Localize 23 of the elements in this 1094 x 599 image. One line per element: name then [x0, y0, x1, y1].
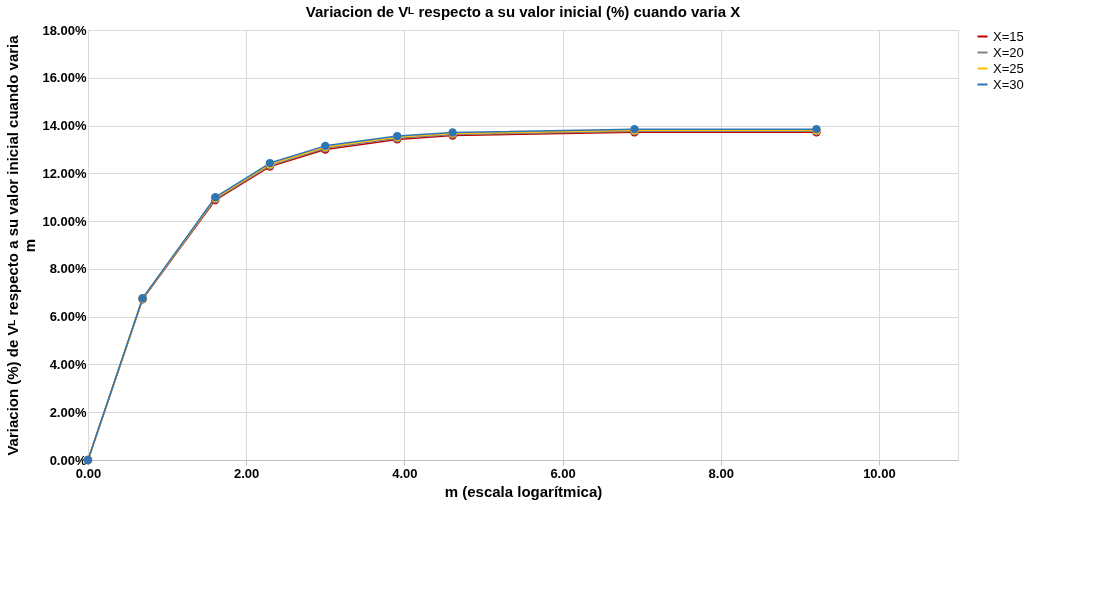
y-tick-label: 16.00%	[42, 70, 87, 86]
y-tick-label: 18.00%	[42, 22, 87, 38]
legend-label: X=30	[993, 76, 1024, 92]
y-tick-label: 0.00%	[49, 452, 87, 468]
y-tick-label: 2.00%	[49, 404, 87, 420]
x-tick-label: 0.00	[75, 465, 102, 481]
y-tick-label: 10.00%	[42, 213, 87, 229]
y-axis-title: Variacion (%) de Vᴸ respecto a su valor inicial cuando varia m	[4, 34, 39, 456]
legend-label: X=20	[993, 44, 1024, 60]
y-tick-label: 4.00%	[49, 356, 87, 372]
legend-label: X=15	[993, 28, 1024, 44]
x-tick-label: 4.00	[392, 465, 418, 481]
chart-title: Variacion de Vᴸ respecto a su valor inicial (%) cuando varia X	[305, 3, 741, 20]
y-tick-label: 8.00%	[49, 261, 87, 277]
x-tick-label: 8.00	[708, 465, 734, 481]
legend-label: X=25	[993, 60, 1024, 76]
y-tick-label: 12.00%	[42, 165, 87, 181]
y-tick-label: 14.00%	[42, 118, 87, 134]
x-tick-label: 6.00	[550, 465, 576, 481]
x-axis-title: m (escala logarítmica)	[444, 482, 603, 500]
y-tick-label: 6.00%	[49, 309, 87, 325]
x-tick-label: 2.00	[234, 465, 260, 481]
x-tick-label: 10.00	[863, 465, 896, 481]
